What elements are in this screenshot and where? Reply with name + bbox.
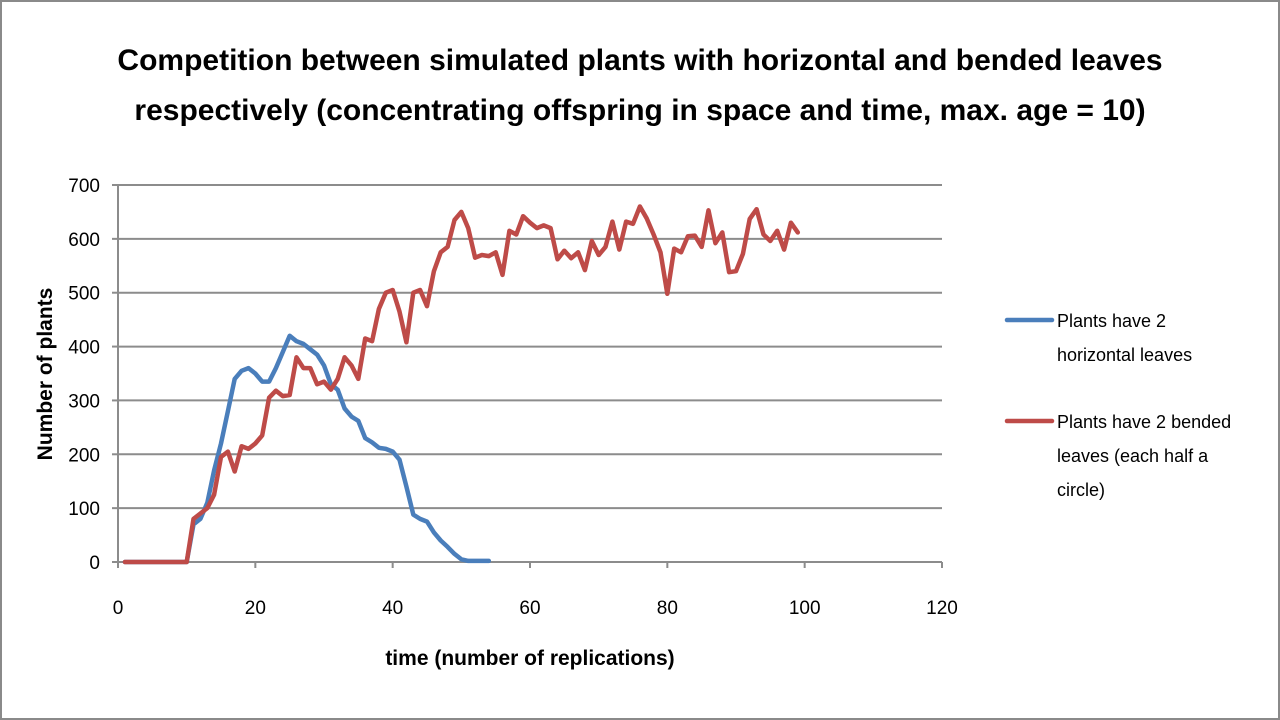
chart-title-line-1: Competition between simulated plants wit… xyxy=(117,44,1162,77)
x-tick-label: 60 xyxy=(519,598,540,619)
y-tick-label: 500 xyxy=(68,284,100,305)
legend: Plants have 2 horizontal leaves Plants hav… xyxy=(1004,311,1231,500)
chart-title-line-2: respectively (concentrating offspring in… xyxy=(134,94,1145,127)
legend-label-1: horizontal leaves xyxy=(1057,345,1192,365)
y-tick-label: 0 xyxy=(89,553,100,574)
x-tick-label: 120 xyxy=(926,598,958,619)
y-tick-label: 300 xyxy=(68,391,100,412)
y-axis-label: Number of plants xyxy=(34,288,57,461)
x-axis-label: time (number of replications) xyxy=(385,647,674,670)
legend-label-2: circle) xyxy=(1057,480,1105,500)
legend-label-2: leaves (each half a xyxy=(1057,446,1209,466)
y-tick-label: 200 xyxy=(68,445,100,466)
y-tick-labels: 0 100 200 300 400 500 600 700 xyxy=(68,176,118,574)
legend-label-1: Plants have 2 xyxy=(1057,311,1166,331)
gridlines xyxy=(118,184,942,510)
y-tick-label: 400 xyxy=(68,338,100,359)
series-lines xyxy=(122,204,801,565)
legend-label-2: Plants have 2 bended xyxy=(1057,412,1231,432)
y-tick-label: 700 xyxy=(68,176,100,197)
chart-title: Competition between simulated plants wit… xyxy=(117,44,1162,127)
series-line-2 xyxy=(122,204,801,565)
y-tick-label: 100 xyxy=(68,499,100,520)
x-tick-label: 0 xyxy=(113,598,124,619)
y-tick-label: 600 xyxy=(68,230,100,251)
x-tick-label: 80 xyxy=(657,598,678,619)
x-tick-label: 20 xyxy=(245,598,266,619)
x-tick-label: 100 xyxy=(789,598,821,619)
x-tick-label: 40 xyxy=(382,598,403,619)
x-tick-labels: 0 20 40 60 80 100 120 xyxy=(113,562,958,619)
